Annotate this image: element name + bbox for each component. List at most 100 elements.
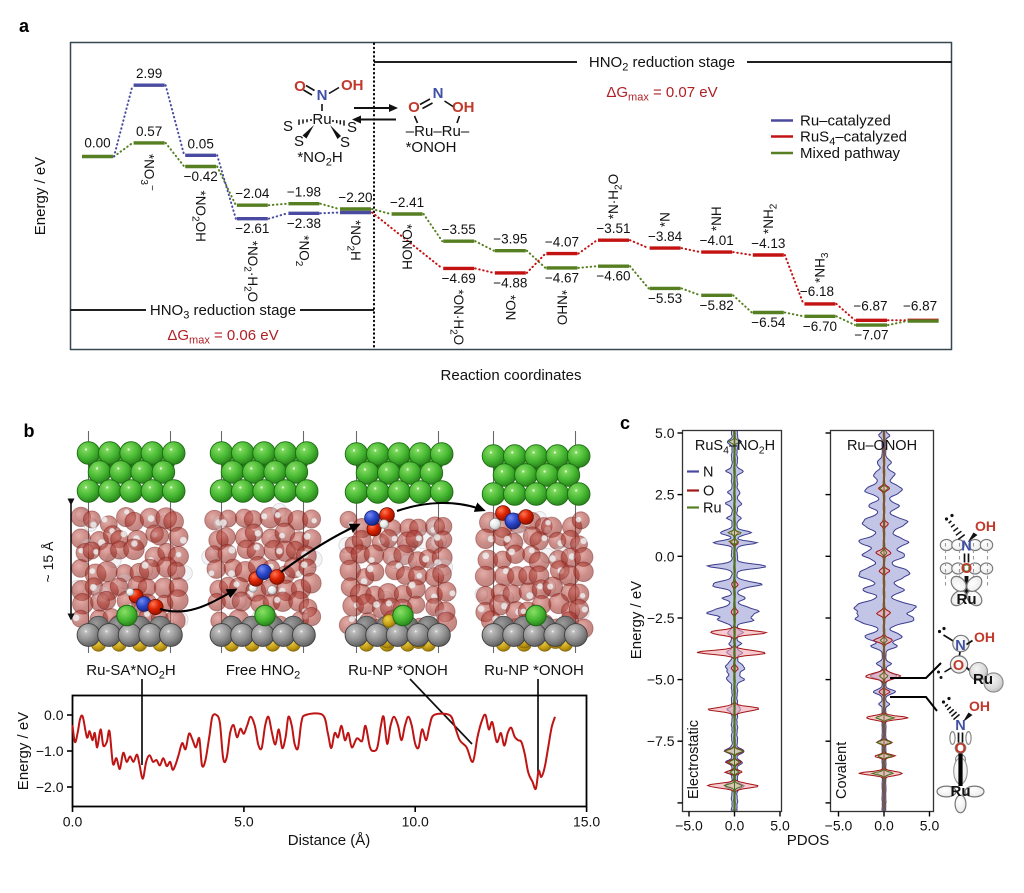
svg-text:−4.13: −4.13 [751,236,785,251]
svg-text:5.0: 5.0 [920,818,940,834]
svg-text:Covalent: Covalent [834,742,850,799]
svg-text:Energy / eV: Energy / eV [15,712,32,790]
svg-text:Ru–catalyzed: Ru–catalyzed [800,113,891,130]
svg-text:−2.61: −2.61 [235,221,269,236]
svg-text:−4.67: −4.67 [545,270,579,285]
svg-text:*NO2​OH: *NO2​OH [190,191,209,242]
svg-text:Free HNO2: Free HNO2 [226,662,300,682]
svg-text:Ru: Ru [973,671,993,688]
svg-text:OH: OH [975,518,996,534]
svg-text:−3.84: −3.84 [648,229,683,244]
svg-text:2.99: 2.99 [136,66,162,81]
svg-text:2.5: 2.5 [655,487,675,503]
svg-text:*N: *N [658,212,673,227]
svg-text:~ 15 Å: ~ 15 Å [40,541,56,583]
svg-text:−1.98: −1.98 [287,185,321,200]
svg-text:N: N [317,87,328,104]
svg-text:5.0: 5.0 [770,818,790,834]
svg-text:−3.55: −3.55 [442,222,476,237]
svg-text:OH: OH [341,77,364,94]
svg-text:−4.07: −4.07 [545,235,579,250]
svg-text:−5.82: −5.82 [700,298,734,313]
svg-text:0.0: 0.0 [655,548,675,564]
svg-text:Ru-NP *ONOH: Ru-NP *ONOH [484,662,584,679]
svg-text:−2.04: −2.04 [235,186,270,201]
svg-text:b: b [24,421,35,441]
svg-text:−2.41: −2.41 [390,195,424,210]
svg-text:−7.5: −7.5 [647,733,675,749]
svg-text:*N·H2​O: *N·H2​O [606,174,625,219]
svg-text:0.0: 0.0 [725,818,745,834]
svg-text:O: O [955,741,966,757]
svg-text:O: O [408,99,420,116]
svg-text:*ONOH: *ONOH [406,139,457,156]
svg-text:a: a [19,16,30,36]
svg-text:−5.0: −5.0 [675,818,703,834]
svg-text:N: N [703,465,713,481]
svg-text:0.0: 0.0 [874,818,894,834]
svg-text:O: O [294,78,306,95]
svg-text:*ONOH: *ONOH [400,224,415,270]
svg-text:Ru-NP *ONOH: Ru-NP *ONOH [348,662,448,679]
svg-text:0.05: 0.05 [188,136,214,151]
svg-text:−7.07: −7.07 [854,328,888,343]
svg-text:O: O [703,484,714,500]
svg-text:0.0: 0.0 [44,707,64,723]
svg-text:–Ru–Ru–: –Ru–Ru– [406,123,470,140]
svg-text:Electrostatic: Electrostatic [686,720,702,799]
svg-text:*ON: *ON [503,295,518,321]
svg-text:−6.70: −6.70 [803,319,837,334]
svg-text:−4.88: −4.88 [493,275,527,290]
svg-text:Ru-SA*NO2H: Ru-SA*NO2H [86,662,176,682]
svg-text:*NH2​: *NH2​ [761,203,780,234]
svg-text:Ru–ONOH: Ru–ONOH [847,438,917,454]
svg-text:ΔGmax = 0.07 eV: ΔGmax = 0.07 eV [606,84,717,104]
svg-text:−2.0: −2.0 [36,779,64,795]
svg-text:*NH3​: *NH3​ [812,252,831,283]
svg-text:PDOS: PDOS [787,832,830,849]
svg-text:*NO2H: *NO2H [297,149,342,169]
svg-text:−0.42: −0.42 [184,169,218,184]
svg-text:5.0: 5.0 [234,814,254,830]
svg-text:*NO2​: *NO2​ [293,235,312,267]
svg-text:N: N [955,718,965,734]
svg-text:−2.38: −2.38 [287,216,321,231]
svg-text:Ru: Ru [951,783,971,800]
svg-text:OH: OH [969,698,990,714]
svg-text:−1.0: −1.0 [36,743,64,759]
svg-text:RuS4–catalyzed: RuS4–catalyzed [800,129,907,149]
svg-text:−5.53: −5.53 [648,291,682,306]
svg-text:−2.5: −2.5 [647,610,675,626]
svg-text:HNO3 reduction stage: HNO3 reduction stage [150,302,296,322]
svg-text:*NH: *NH [709,206,724,231]
svg-text:N: N [961,539,971,555]
svg-text:Reaction coordinates: Reaction coordinates [441,367,582,384]
svg-text:Energy / eV: Energy / eV [628,581,645,659]
svg-text:S: S [283,118,293,135]
svg-text:S: S [294,133,304,150]
svg-text:*NO2​H: *NO2​H [345,220,364,261]
svg-text:Distance (Å): Distance (Å) [288,832,371,849]
svg-text:Ru: Ru [312,111,331,128]
svg-text:S: S [340,134,350,151]
svg-text:−3.51: −3.51 [596,221,630,236]
svg-text:ΔGmax = 0.06 eV: ΔGmax = 0.06 eV [167,327,278,347]
svg-text:−4.01: −4.01 [700,233,734,248]
svg-text:OH: OH [974,629,995,645]
svg-text:−6.87: −6.87 [903,298,937,313]
svg-text:−2.20: −2.20 [338,190,372,205]
svg-text:0.57: 0.57 [136,124,162,139]
svg-text:−5.0: −5.0 [647,672,675,688]
svg-text:S: S [347,119,357,136]
svg-text:Ru: Ru [703,501,722,517]
svg-text:−3.95: −3.95 [493,232,527,247]
svg-text:Energy / eV: Energy / eV [32,157,49,235]
svg-text:c: c [620,413,630,433]
svg-text:RuS4–NO2H: RuS4–NO2H [695,438,775,457]
svg-text:15.0: 15.0 [573,814,600,830]
svg-text:−5.0: −5.0 [825,818,853,834]
svg-text:0.00: 0.00 [84,136,110,151]
svg-text:Mixed pathway: Mixed pathway [800,145,901,162]
svg-text:*NHO: *NHO [554,290,569,325]
svg-text:O: O [961,561,972,577]
